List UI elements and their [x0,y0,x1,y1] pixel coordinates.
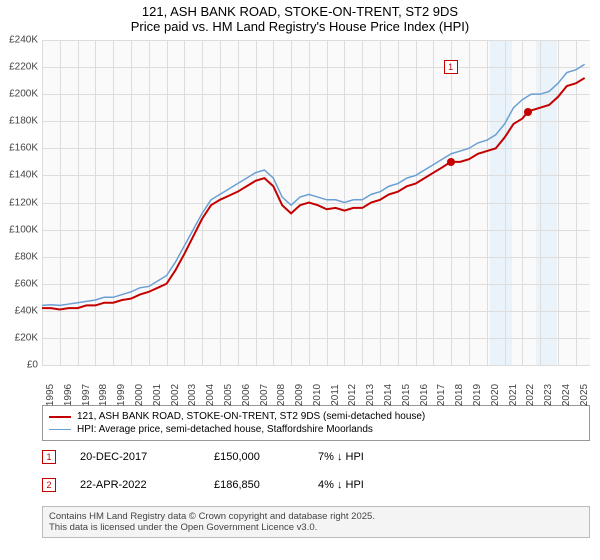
credit-box: Contains HM Land Registry data © Crown c… [42,506,590,538]
x-axis-label: 2012 [347,384,358,406]
x-axis-label: 2020 [490,384,501,406]
sale-date: 22-APR-2022 [80,479,190,491]
x-axis-label: 2007 [259,384,270,406]
sale-info-marker: 2 [42,478,56,492]
credit-line-2: This data is licensed under the Open Gov… [49,522,583,533]
x-axis-label: 2021 [508,384,519,406]
x-axis-label: 2013 [365,384,376,406]
sale-price: £186,850 [214,479,294,491]
sale-price: £150,000 [214,451,294,463]
x-axis-label: 1998 [98,384,109,406]
x-axis-label: 2014 [383,384,394,406]
x-axis-label: 2015 [401,384,412,406]
sale-marker-dot [447,158,455,166]
y-axis-label: £80K [2,251,38,262]
y-axis-label: £60K [2,278,38,289]
x-axis-label: 2017 [436,384,447,406]
x-axis-label: 2009 [294,384,305,406]
x-axis-label: 2025 [579,384,590,406]
sale-info-row: 2 22-APR-2022 £186,850 4% ↓ HPI [42,478,364,492]
legend-box: 121, ASH BANK ROAD, STOKE-ON-TRENT, ST2 … [42,405,590,441]
x-axis-label: 1996 [63,384,74,406]
legend-row: HPI: Average price, semi-detached house,… [49,423,583,436]
sale-delta: 4% ↓ HPI [318,479,364,491]
x-axis-label: 2008 [276,384,287,406]
y-axis-label: £180K [2,116,38,127]
x-axis-label: 2010 [312,384,323,406]
y-axis-label: £0 [2,360,38,371]
legend-label: 121, ASH BANK ROAD, STOKE-ON-TRENT, ST2 … [77,411,425,422]
sale-info-marker: 1 [42,450,56,464]
x-axis-label: 2005 [223,384,234,406]
x-axis-label: 2011 [330,384,341,406]
y-axis-label: £220K [2,62,38,73]
x-axis-label: 2002 [170,384,181,406]
x-axis-label: 2000 [134,384,145,406]
y-axis-label: £40K [2,305,38,316]
y-axis-label: £20K [2,332,38,343]
sale-marker-box: 1 [444,60,458,74]
series-price_paid [42,78,585,310]
sale-delta: 7% ↓ HPI [318,451,364,463]
title-line-2: Price paid vs. HM Land Registry's House … [0,19,600,34]
x-axis-label: 2003 [187,384,198,406]
x-axis-label: 2001 [152,384,163,406]
y-axis-label: £200K [2,89,38,100]
x-axis-label: 2022 [525,384,536,406]
credit-line-1: Contains HM Land Registry data © Crown c… [49,511,583,522]
title-line-1: 121, ASH BANK ROAD, STOKE-ON-TRENT, ST2 … [0,4,600,19]
legend-swatch [49,416,71,418]
x-axis-label: 2004 [205,384,216,406]
x-axis-label: 2016 [419,384,430,406]
x-axis-label: 1999 [116,384,127,406]
x-axis-label: 2006 [241,384,252,406]
series-hpi [42,64,585,305]
legend-swatch [49,429,71,431]
line-chart-svg [42,40,590,365]
chart-plot-area: 12 [42,40,590,365]
y-axis-label: £240K [2,35,38,46]
sale-date: 20-DEC-2017 [80,451,190,463]
x-axis-label: 2018 [454,384,465,406]
y-axis-label: £120K [2,197,38,208]
legend-row: 121, ASH BANK ROAD, STOKE-ON-TRENT, ST2 … [49,410,583,423]
sale-marker-dot [524,108,532,116]
y-axis-label: £100K [2,224,38,235]
x-axis-label: 1995 [45,384,56,406]
x-axis-label: 2024 [561,384,572,406]
y-axis-label: £160K [2,143,38,154]
x-axis-label: 1997 [81,384,92,406]
gridline-h [42,365,590,366]
sale-info-row: 1 20-DEC-2017 £150,000 7% ↓ HPI [42,450,364,464]
chart-title-block: 121, ASH BANK ROAD, STOKE-ON-TRENT, ST2 … [0,0,600,36]
x-axis-label: 2023 [543,384,554,406]
legend-label: HPI: Average price, semi-detached house,… [77,424,373,435]
x-axis-label: 2019 [472,384,483,406]
y-axis-label: £140K [2,170,38,181]
